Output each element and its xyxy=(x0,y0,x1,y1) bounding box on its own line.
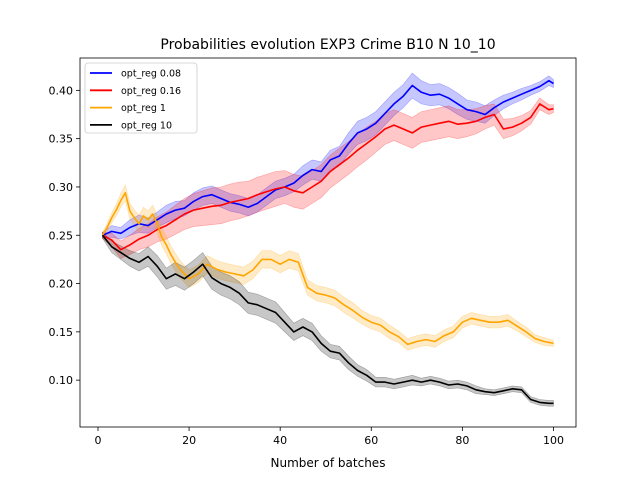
x-axis-label: Number of batches xyxy=(271,456,386,470)
legend-box xyxy=(84,62,198,134)
x-tick-label: 80 xyxy=(455,434,469,447)
band-series-4 xyxy=(102,231,554,407)
y-tick-label: 0.20 xyxy=(49,278,74,291)
y-tick-label: 0.30 xyxy=(49,181,74,194)
x-tick-label: 100 xyxy=(543,434,564,447)
y-tick-label: 0.15 xyxy=(49,326,74,339)
confidence-bands xyxy=(102,72,554,407)
legend: opt_reg 0.08 opt_reg 0.16 opt_reg 1 opt_reg… xyxy=(84,62,198,134)
band-series-2 xyxy=(102,97,554,259)
y-tick-label: 0.10 xyxy=(49,374,74,387)
x-tick-label: 40 xyxy=(273,434,287,447)
legend-label-3: opt_reg 1 xyxy=(121,103,166,114)
x-tick-label: 0 xyxy=(94,434,101,447)
y-axis-ticks: 0.10 0.15 0.20 0.25 0.30 0.35 0.40 xyxy=(49,84,80,387)
series-lines xyxy=(101,79,554,405)
line-series-2 xyxy=(102,103,554,251)
y-tick-label: 0.25 xyxy=(49,229,74,242)
y-tick-label: 0.40 xyxy=(49,84,74,97)
x-axis-ticks: 0 20 40 60 80 100 xyxy=(94,427,564,447)
x-tick-label: 60 xyxy=(364,434,378,447)
line-series-1 xyxy=(102,79,554,237)
legend-label-2: opt_reg 0.16 xyxy=(121,86,181,97)
line-series-3 xyxy=(101,192,554,346)
band-series-3 xyxy=(102,184,554,351)
legend-label-1: opt_reg 0.08 xyxy=(121,69,181,80)
chart-title: Probabilities evolution EXP3 Crime B10 N… xyxy=(160,37,495,53)
plot-frame xyxy=(79,57,577,428)
line-series-4 xyxy=(101,234,554,405)
x-tick-label: 20 xyxy=(182,434,196,447)
legend-label-4: opt_reg 10 xyxy=(121,120,172,131)
y-tick-label: 0.35 xyxy=(49,133,74,146)
